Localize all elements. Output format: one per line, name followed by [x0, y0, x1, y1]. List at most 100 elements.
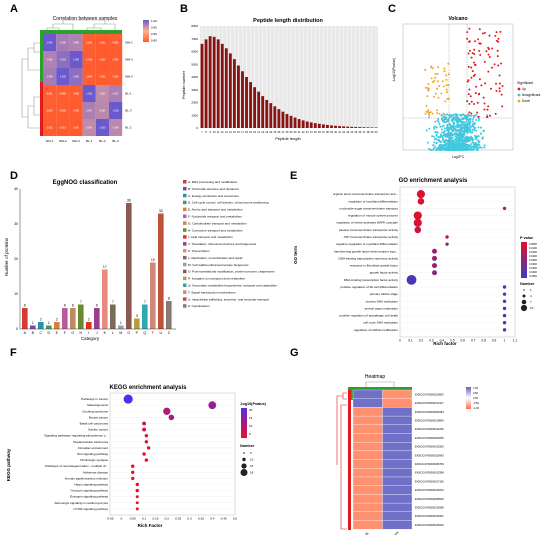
bar — [253, 87, 257, 128]
x-tick-label: 35 — [314, 130, 317, 134]
legend-label: O: Post-translational modification, prot… — [188, 270, 275, 274]
x-tick-label: 1.1 — [513, 339, 518, 343]
volcano-point — [444, 120, 447, 123]
volcano-point — [428, 147, 431, 150]
bar-value-label: 6 — [72, 304, 74, 308]
heatmap-cell — [109, 119, 123, 136]
x-tick-label: A — [24, 331, 27, 335]
volcano-point — [456, 139, 459, 142]
heatmap-cell — [352, 450, 383, 460]
volcano-point — [453, 121, 456, 124]
kegg-dot — [168, 414, 175, 421]
volcano-point — [439, 143, 442, 146]
volcano-point — [456, 115, 459, 118]
bar — [293, 117, 297, 128]
panel-a-row-labels: WH-1 WH-3 WH-2 BL-1 BL-3 BL-2 — [125, 41, 133, 130]
volcano-point — [481, 137, 484, 140]
heatmap-cell-value: 0.858 — [113, 76, 120, 79]
volcano-point — [471, 131, 474, 134]
x-tick-label: 40 — [334, 130, 337, 134]
volcano-point — [430, 65, 433, 68]
volcano-point — [491, 66, 494, 69]
volcano-point — [463, 139, 466, 142]
y-tick-label: 0 — [196, 126, 198, 130]
bar-value-label: 33 — [159, 209, 163, 213]
volcano-point — [438, 123, 441, 126]
heatmap-cell — [43, 34, 57, 51]
bar-value-label: 2 — [88, 318, 90, 322]
x-tick-label: 34 — [310, 130, 313, 134]
panel-e-color-ticks: 0.00500.01000.01500.02000.02500.03000.03… — [529, 242, 537, 278]
volcano-point — [480, 126, 483, 129]
legend-swatch — [183, 200, 187, 205]
volcano-point — [436, 87, 439, 90]
y-tick-label: 20 — [14, 257, 18, 261]
x-tick-label: 25 — [273, 130, 276, 134]
x-tick-label: 31 — [298, 130, 301, 134]
y-tick-label: Basal cell carcinoma — [80, 422, 109, 426]
x-tick-label: 0.1 — [408, 339, 413, 343]
volcano-point — [479, 53, 482, 56]
heatmap-row-label: ENSOCUP00000013398 — [415, 471, 444, 475]
heatmap-col-label: WH-1 — [46, 139, 54, 143]
go-dot — [413, 218, 422, 227]
y-tick-label: regulation of muscle system process — [348, 214, 398, 218]
heatmap-cell — [95, 34, 109, 51]
bar — [134, 318, 140, 329]
heatmap-cell — [109, 85, 123, 102]
volcano-point — [485, 50, 488, 53]
y-tick-label: Cholinergic synapse — [80, 458, 108, 462]
panel-g-left-bar — [348, 390, 351, 530]
volcano-point — [440, 92, 443, 95]
heatmap-cell — [352, 433, 383, 443]
size-legend-label: 7 — [530, 300, 532, 304]
y-tick-label: 2000 — [191, 101, 198, 105]
heatmap-col-label: BL-1 — [86, 139, 93, 143]
bar-value-label: 6 — [24, 304, 26, 308]
heatmap-cell — [95, 102, 109, 119]
kegg-dot — [135, 501, 139, 505]
panel-e-axis: organic anion transmembrane transporter … — [333, 192, 518, 342]
panel-g-title: Heatmap — [365, 374, 386, 380]
volcano-point — [482, 129, 485, 132]
y-tick-label: passive transmembrane transporter activi… — [339, 228, 399, 232]
volcano-point — [463, 115, 466, 118]
panel-g-colorbar-ticks: 1.000.500.00-0.50-1.00 — [473, 386, 479, 410]
volcano-point — [487, 70, 490, 73]
volcano-point — [461, 121, 464, 124]
volcano-point — [470, 56, 473, 59]
size-legend-dot — [522, 294, 526, 298]
volcano-point — [435, 126, 438, 129]
x-tick-label: O — [127, 331, 130, 335]
volcano-point — [478, 78, 481, 81]
heatmap-cell — [43, 51, 57, 68]
heatmap-cell — [352, 468, 383, 478]
volcano-point — [498, 82, 501, 85]
y-tick-label: regulation of myoblast differentiation — [348, 199, 398, 203]
heatmap-cell — [82, 102, 96, 119]
heatmap-cell — [109, 34, 123, 51]
go-dot — [502, 299, 507, 303]
volcano-point — [443, 140, 446, 143]
heatmap-cell-value: 0.861 — [86, 42, 93, 45]
y-tick-label: 30 — [14, 222, 18, 226]
bar — [301, 120, 305, 128]
volcano-point — [433, 79, 436, 82]
volcano-point — [433, 95, 436, 98]
volcano-point — [437, 96, 440, 99]
heatmap-cell — [352, 494, 383, 504]
bar-value-label: 1 — [48, 321, 50, 325]
volcano-point — [467, 93, 470, 96]
heatmap-cell-value: 1.000 — [60, 76, 67, 79]
x-tick-label: 0.5 — [450, 339, 455, 343]
panel-g-row-dendrogram — [336, 392, 347, 530]
bar — [257, 91, 261, 128]
go-dot — [416, 190, 426, 199]
volcano-point — [477, 141, 480, 144]
bar — [142, 304, 148, 329]
volcano-point — [475, 118, 478, 121]
go-dot — [502, 285, 507, 289]
heatmap-cell-value: 1.000 — [86, 93, 93, 96]
heatmap-cell-value: 0.983 — [99, 93, 106, 96]
panel-g-heatmap — [352, 389, 413, 530]
